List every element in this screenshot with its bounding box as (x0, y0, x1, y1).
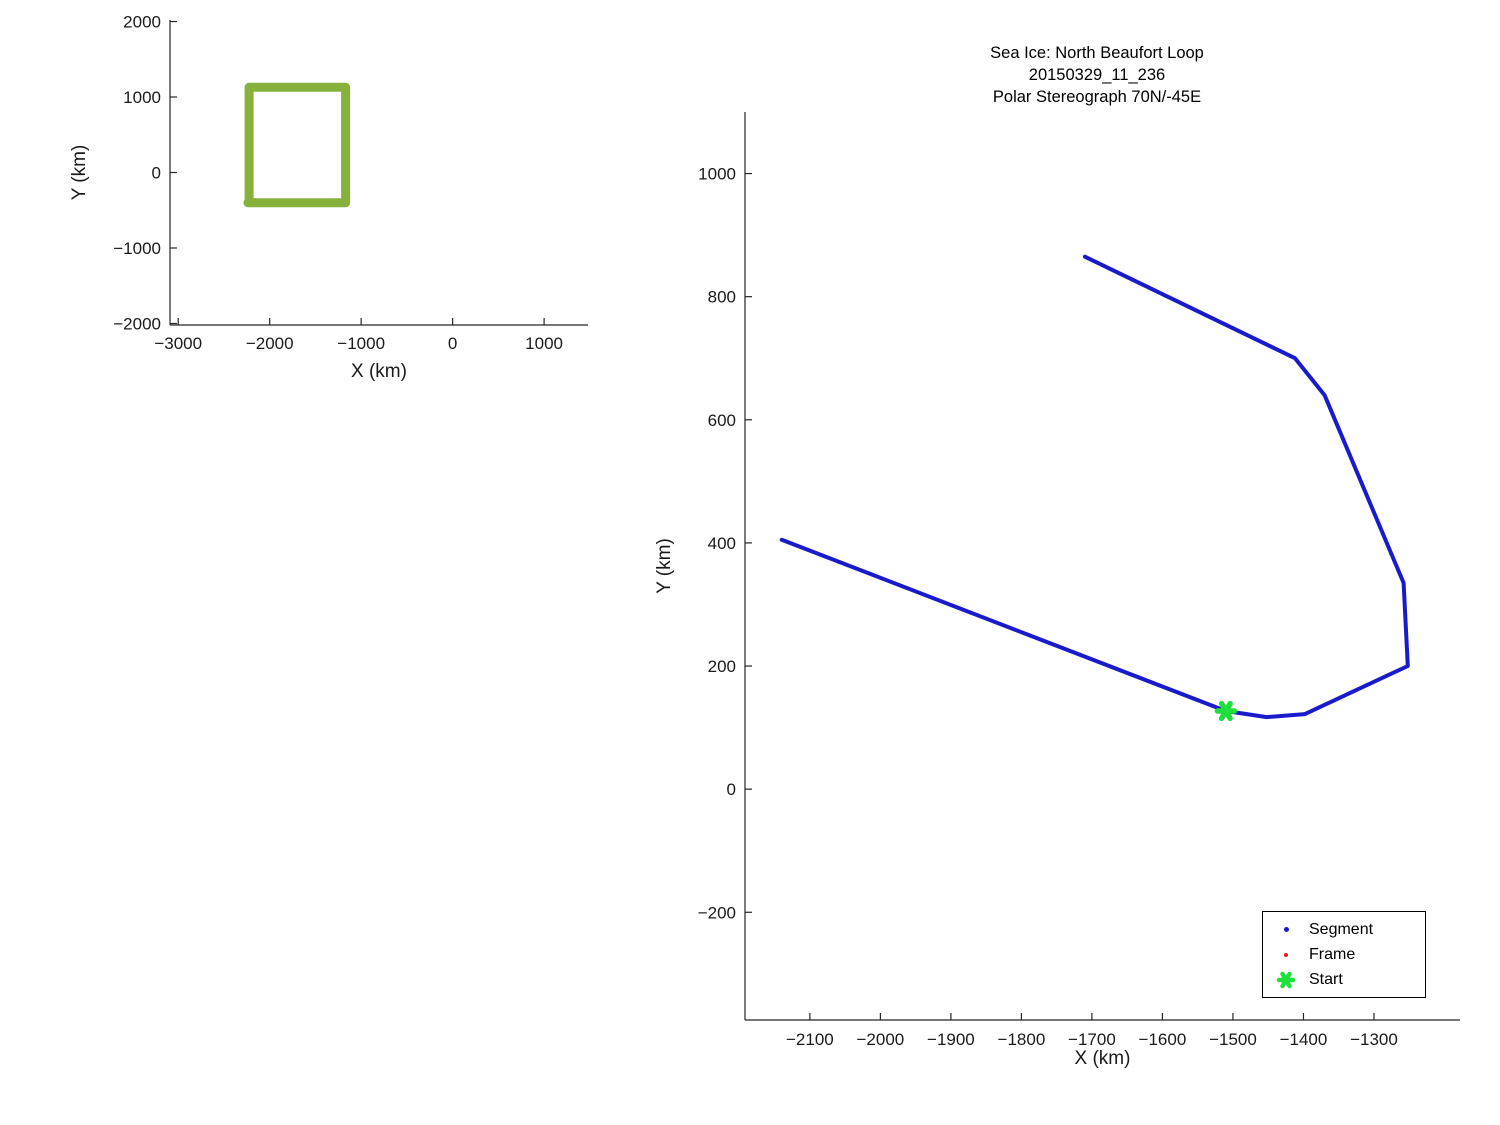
x-tick-label: −2000 (857, 1030, 905, 1049)
dot-glyph (1284, 952, 1288, 957)
main-chart-title: Sea Ice: North Beaufort Loop 20150329_11… (790, 42, 1404, 108)
series-line-segment-track (779, 254, 1410, 720)
overview-plot-svg: −3000 −2000 −1000 0 1000−2000−1000010002000X… (69, 13, 588, 382)
y-tick-label: −2000 (113, 314, 161, 333)
x-tick-label: −3000 (154, 334, 202, 353)
series-line-loop-outline (243, 82, 351, 208)
legend-label: Start (1309, 970, 1343, 988)
x-tick-label: −1900 (927, 1030, 975, 1049)
legend-label: Frame (1309, 945, 1356, 963)
dot-marker-icon (1263, 927, 1309, 932)
x-tick-label: −1500 (1209, 1030, 1257, 1049)
y-tick-label: −1000 (113, 239, 161, 258)
title-line-1: Sea Ice: North Beaufort Loop (990, 44, 1204, 62)
y-tick-label: 0 (152, 164, 161, 183)
legend: Segment Frame Start (1262, 911, 1426, 998)
x-tick-label: −1000 (337, 334, 385, 353)
y-tick-label: −200 (698, 903, 736, 922)
overview-chart: −3000 −2000 −1000 0 1000 −2000 −1000 0 1000 2000 X… (30, 0, 620, 425)
title-line-2: 20150329_11_236 (1028, 66, 1166, 84)
y-tick-label: 400 (708, 534, 736, 553)
start-marker (1214, 700, 1238, 722)
y-tick-label: 1000 (123, 88, 161, 107)
x-tick-label: −1400 (1280, 1030, 1328, 1049)
asterisk-stroke (1280, 971, 1292, 988)
x-tick-label: −1600 (1139, 1030, 1187, 1049)
x-tick-label: −2100 (786, 1030, 834, 1049)
main-chart: −2100 −2000 −1900 −1800 −1700 −1600 −1500 −1400… (640, 0, 1500, 1105)
asterisk-glyph (1276, 971, 1296, 988)
y-tick-label: 0 (727, 780, 736, 799)
legend-item-segment: Segment (1263, 917, 1425, 942)
x-axis-label: X (km) (1075, 1048, 1131, 1069)
y-axis-label: Y (km) (654, 538, 675, 594)
x-tick-label: −1300 (1350, 1030, 1398, 1049)
x-tick-label: 0 (448, 334, 457, 353)
main-plot-svg: −2100 −2000 −1900 −1800 −1700 −1600 −1500 −1400… (654, 112, 1460, 1069)
legend-item-frame: Frame (1263, 942, 1425, 967)
x-tick-label: −1800 (998, 1030, 1046, 1049)
legend-asterisk (1276, 971, 1296, 988)
y-axis-label: Y (km) (69, 145, 90, 201)
y-tick-label: 600 (708, 411, 736, 430)
x-tick-label: 1000 (525, 334, 563, 353)
title-line-3: Polar Stereograph 70N/-45E (992, 88, 1202, 106)
y-tick-label: 800 (708, 288, 736, 307)
x-axis-label: X (km) (351, 361, 407, 382)
y-tick-label: 2000 (123, 13, 161, 32)
x-tick-label: −2000 (246, 334, 294, 353)
x-tick-label: −1700 (1068, 1030, 1116, 1049)
dot-marker-icon (1263, 952, 1309, 957)
asterisk-marker-icon (1263, 969, 1309, 991)
legend-item-start: Start (1263, 967, 1425, 992)
y-tick-label: 1000 (698, 165, 736, 184)
y-tick-label: 200 (708, 657, 736, 676)
asterisk-stroke (1218, 700, 1233, 722)
legend-label: Segment (1309, 920, 1374, 938)
dot-glyph (1283, 927, 1289, 932)
